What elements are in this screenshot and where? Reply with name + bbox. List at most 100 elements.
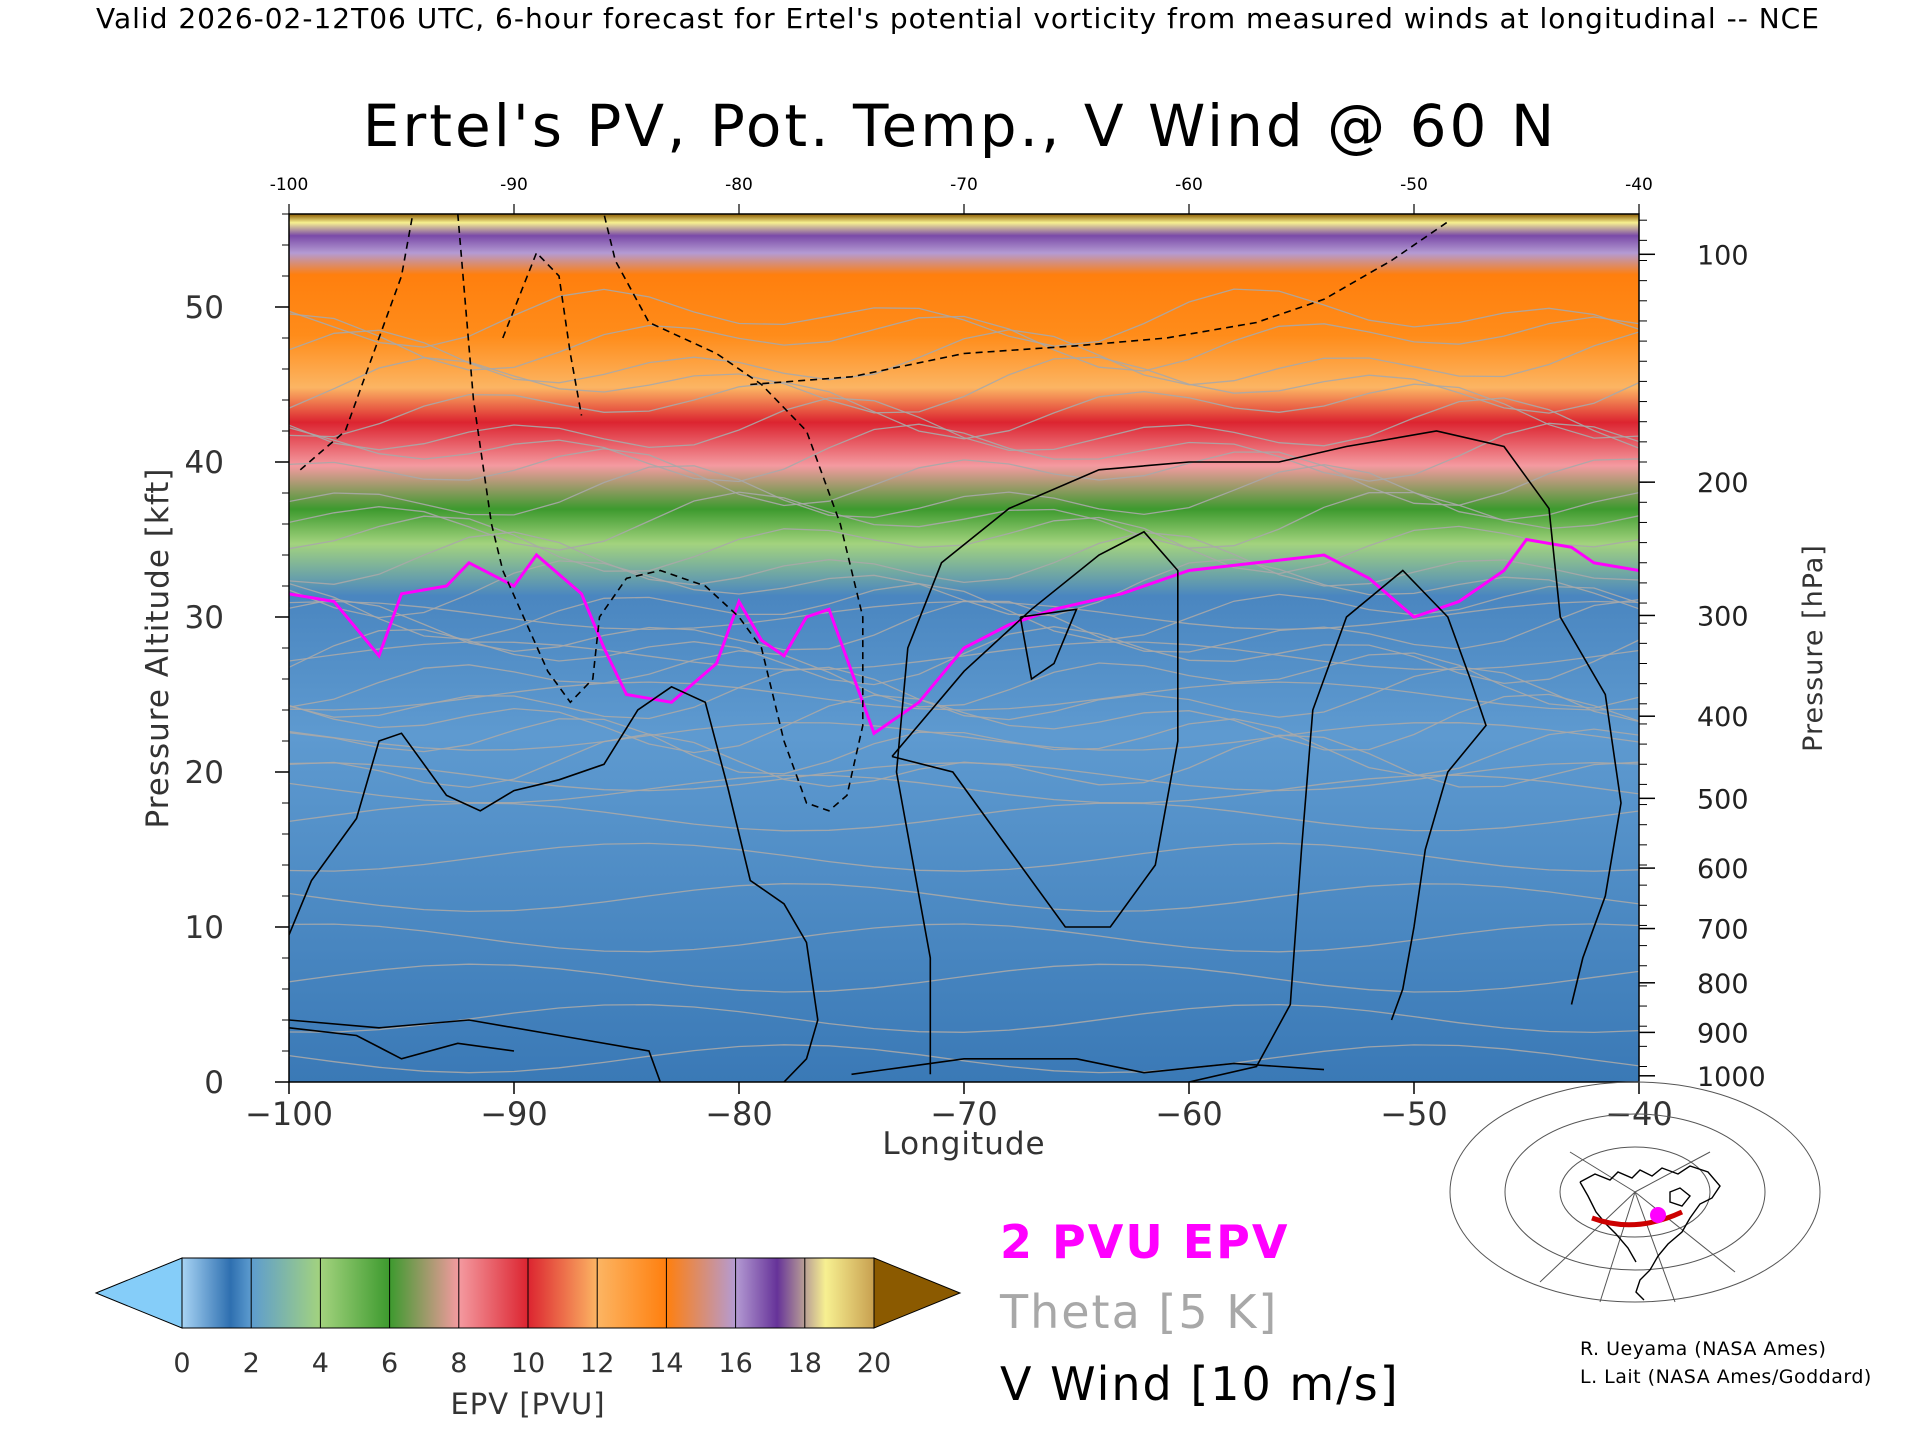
theta-isentrope	[289, 582, 1639, 642]
colorbar-tick-label: 10	[511, 1348, 545, 1379]
y-axis-label: Pressure Altitude [kft]	[140, 468, 176, 829]
pressure-tick-label: 200	[1697, 468, 1749, 499]
theta-isentrope	[289, 650, 1639, 709]
theta-isentrope	[289, 463, 1639, 521]
x-tick-label: −90	[480, 1095, 548, 1133]
credit-line: R. Ueyama (NASA Ames)	[1580, 1338, 1827, 1360]
colorbar-tick-label: 14	[649, 1348, 683, 1379]
x-tick-label: −70	[930, 1095, 998, 1133]
pressure-tick-label: 400	[1697, 702, 1749, 733]
theta-isentrope	[289, 356, 1639, 414]
pressure-tick-label: 800	[1697, 969, 1749, 1000]
theta-isentrope	[289, 598, 1639, 653]
pressure-tick-label: 700	[1697, 915, 1749, 946]
theta-isentrope	[289, 641, 1639, 671]
theta-isentrope	[289, 842, 1639, 872]
x-top-tick-label: -40	[1625, 175, 1653, 195]
v-wind-contour	[1188, 569, 1487, 1082]
x-axis: −100 −90 −80 −70 −60 −50 −40	[245, 1082, 1673, 1133]
x-axis-label: Longitude	[882, 1126, 1045, 1162]
x-axis-top: -100 -90 -80 -70 -60 -50 -40	[270, 175, 1653, 214]
theta-isentrope	[289, 558, 1639, 619]
epv-2pvu-line	[289, 537, 1639, 736]
track-line	[1591, 1209, 1684, 1228]
colorbar-tick-label: 20	[857, 1348, 891, 1379]
legend-2pvu-epv: 2 PVU EPV	[1000, 1215, 1290, 1269]
v-wind-contour	[299, 214, 414, 471]
v-wind-contour	[289, 685, 819, 1082]
theta-isentrope	[289, 923, 1639, 953]
theta-isentrope	[289, 448, 1639, 507]
theta-isentrope	[289, 963, 1639, 993]
valid-time-header: Valid 2026-02-12T06 UTC, 6-hour forecast…	[96, 2, 1820, 35]
y-tick-label: 20	[185, 755, 224, 791]
v-wind-contour	[289, 1019, 662, 1082]
pressure-tick-label: 300	[1697, 601, 1749, 632]
location-marker	[1650, 1207, 1666, 1223]
colorbar-label: EPV [PVU]	[450, 1387, 605, 1421]
x-top-tick-label: -70	[950, 175, 978, 195]
theta-isentrope	[289, 329, 1639, 386]
colorbar-tick-label: 2	[243, 1348, 260, 1379]
theta-contours	[289, 288, 1639, 1074]
y-axis-altitude: 0 10 20 30 40 50	[185, 213, 289, 1101]
theta-isentrope	[289, 681, 1639, 711]
inset-locator-map	[1449, 1081, 1821, 1303]
colorbar-tick-label: 16	[718, 1348, 752, 1379]
theta-isentrope	[289, 397, 1639, 452]
theta-isentrope	[289, 718, 1639, 777]
v-wind-contour	[502, 251, 583, 416]
chart-title: Ertel's PV, Pot. Temp., V Wind @ 60 N	[362, 92, 1558, 160]
y2-axis-label: Pressure [hPa]	[1798, 544, 1829, 752]
theta-isentrope	[289, 313, 1639, 372]
v-wind-contour	[457, 214, 864, 812]
credit-line: L. Lait (NASA Ames/Goddard)	[1580, 1366, 1872, 1388]
theta-isentrope	[289, 883, 1639, 913]
x-top-tick-label: -90	[500, 175, 528, 195]
v-wind-contours	[289, 214, 1622, 1082]
theta-isentrope	[289, 802, 1639, 832]
theta-isentrope	[289, 666, 1639, 723]
theta-isentrope	[289, 626, 1639, 686]
theta-isentrope	[289, 721, 1639, 751]
pressure-tick-label: 600	[1697, 854, 1749, 885]
y-tick-label: 50	[185, 290, 224, 326]
theta-isentrope	[289, 288, 1639, 348]
v-wind-contour	[851, 1058, 1325, 1076]
colorbar-over-arrow	[873, 1257, 962, 1329]
theta-isentrope	[289, 733, 1639, 789]
theta-isentrope	[289, 422, 1639, 483]
legend-v-wind: V Wind [10 m/s]	[1000, 1357, 1400, 1411]
y-tick-label: 30	[185, 600, 224, 636]
x-tick-label: −80	[705, 1095, 773, 1133]
colorbar-tick-label: 0	[173, 1348, 190, 1379]
v-wind-contour	[1019, 608, 1078, 681]
colorbar-tick-label: 18	[788, 1348, 822, 1379]
pressure-tick-label: 100	[1697, 240, 1749, 271]
x-tick-label: −50	[1380, 1095, 1448, 1133]
colorbar-tick-label: 6	[381, 1348, 398, 1379]
y-tick-label: 10	[185, 910, 224, 946]
colorbar-tick-label: 8	[450, 1348, 467, 1379]
v-wind-contour	[895, 430, 1622, 1075]
x-top-tick-label: -60	[1175, 175, 1203, 195]
theta-isentrope	[289, 1044, 1639, 1074]
pressure-tick-label: 500	[1697, 784, 1749, 815]
y-axis-pressure: 100 200 300 400 500 600 700 800 900 1000	[1639, 219, 1766, 1093]
x-tick-label: −100	[245, 1095, 333, 1133]
x-top-tick-label: -50	[1400, 175, 1428, 195]
x-top-tick-label: -100	[270, 175, 309, 195]
theta-isentrope	[289, 381, 1639, 440]
theta-isentrope	[289, 693, 1639, 754]
pressure-tick-label: 900	[1697, 1018, 1749, 1049]
y-tick-label: 0	[204, 1065, 224, 1101]
x-top-tick-label: -80	[725, 175, 753, 195]
y-tick-label: 40	[185, 445, 224, 481]
colorbar-tick-label: 12	[580, 1348, 614, 1379]
epv-colorbar: 0 2 4 6 8 10 12 14 16 18 20 EPV [PVU]	[94, 1257, 962, 1421]
theta-isentrope	[289, 1003, 1639, 1034]
v-wind-contour	[891, 530, 1179, 928]
colorbar-tick-label: 4	[312, 1348, 329, 1379]
pressure-tick-label: 1000	[1697, 1062, 1766, 1093]
